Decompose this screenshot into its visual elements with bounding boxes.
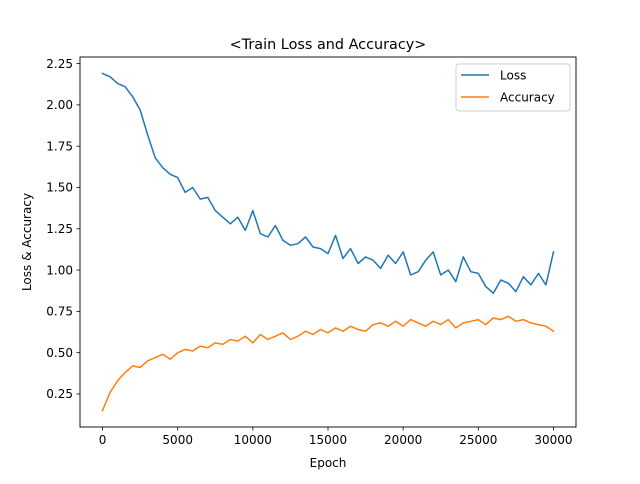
x-tick-label: 10000 (234, 433, 272, 447)
x-tick-label: 20000 (384, 433, 422, 447)
x-tick-label: 30000 (534, 433, 572, 447)
x-tick-label: 15000 (309, 433, 347, 447)
chart-title: <Train Loss and Accuracy> (230, 37, 427, 53)
y-tick-label: 1.75 (46, 139, 73, 153)
y-axis-label: Loss & Accuracy (20, 193, 34, 291)
y-tick-label: 1.50 (46, 181, 73, 195)
legend: Loss Accuracy (455, 63, 571, 112)
y-tick-label: 1.00 (46, 263, 73, 277)
x-tick-label: 5000 (162, 433, 193, 447)
y-tick-label: 0.75 (46, 305, 73, 319)
y-tick-label: 2.00 (46, 98, 73, 112)
x-axis-label: Epoch (310, 456, 347, 470)
x-tick-label: 0 (99, 433, 107, 447)
legend-label-loss: Loss (500, 69, 526, 83)
x-tick-label: 25000 (459, 433, 497, 447)
y-axis-ticks: 0.25 0.50 0.75 1.00 1.25 1.50 1.75 2.00 2.25 (46, 57, 80, 401)
series-line-accuracy (101, 315, 555, 412)
legend-label-accuracy: Accuracy (500, 91, 555, 105)
series-lines (101, 72, 555, 412)
x-axis-ticks: 0 5000 10000 15000 20000 25000 30000 (99, 427, 573, 447)
y-tick-label: 2.25 (46, 57, 73, 71)
y-tick-label: 1.25 (46, 222, 73, 236)
series-line-loss (101, 72, 555, 294)
y-tick-label: 0.50 (46, 346, 73, 360)
y-tick-label: 0.25 (46, 387, 73, 401)
